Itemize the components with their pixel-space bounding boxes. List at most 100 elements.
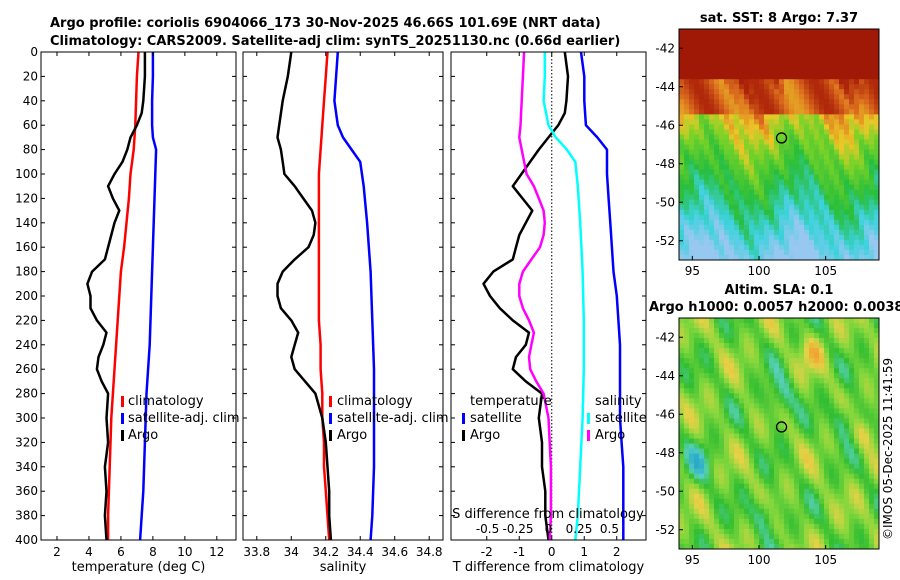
map-cell (754, 493, 760, 500)
map-cell (744, 54, 750, 60)
map-cell (769, 224, 775, 231)
map-cell (714, 333, 720, 339)
map-cell (869, 74, 875, 80)
map-cell (789, 59, 795, 65)
map-cell (874, 413, 879, 420)
y-tick-label: 200 (15, 289, 38, 303)
map-cell (799, 498, 805, 505)
map-cell (694, 438, 700, 445)
legend-argo-label: Argo (337, 428, 367, 443)
map-cell (744, 139, 750, 146)
map-cell (804, 363, 810, 369)
map-cell (864, 368, 870, 374)
map-cell (739, 503, 745, 510)
map-cell (749, 74, 755, 80)
map-cell (689, 378, 695, 384)
map-cell (749, 533, 755, 540)
map-cell (694, 84, 700, 90)
map-cell (749, 473, 755, 480)
map-cell (834, 114, 840, 120)
map-cell (749, 353, 755, 359)
map-cell (709, 124, 715, 131)
map-cell (799, 393, 805, 399)
map-cell (784, 184, 790, 191)
map-cell (759, 139, 765, 146)
map-cell (779, 134, 785, 141)
map-cell (799, 493, 805, 500)
map-cell (784, 139, 790, 146)
map-cell (809, 154, 815, 161)
map-cell (749, 224, 755, 231)
map-cell (814, 89, 820, 95)
legend-argo-label: Argo (128, 428, 158, 443)
map-cell (704, 249, 710, 256)
map-cell (724, 393, 730, 399)
map-cell (859, 74, 865, 80)
map-cell (874, 59, 879, 65)
map-cell (799, 423, 805, 430)
map-cell (844, 543, 850, 549)
map-cell (789, 229, 795, 236)
y-tick-label: -44 (655, 80, 675, 94)
map-cell (734, 528, 740, 535)
map-cell (844, 149, 850, 156)
map-cell (684, 159, 690, 166)
map-cell (749, 249, 755, 256)
map-cell (839, 164, 845, 171)
map-cell (709, 478, 715, 485)
map-cell (844, 538, 850, 545)
map-cell (839, 139, 845, 146)
map-cell (839, 383, 845, 389)
map-cell (764, 139, 770, 146)
map-cell (749, 34, 755, 40)
map-cell (774, 478, 780, 485)
map-cell (714, 164, 720, 171)
map-cell (739, 184, 745, 191)
map-cell (729, 89, 735, 95)
series-line-salinity-satellite (542, 52, 586, 540)
map-cell (699, 328, 705, 334)
map-cell (734, 124, 740, 131)
map-cell (854, 194, 860, 201)
map-cell (734, 84, 740, 90)
map-cell (789, 94, 795, 100)
map-cell (704, 473, 710, 480)
map-cell (864, 423, 870, 430)
map-cell (694, 353, 700, 359)
map-cell (744, 488, 750, 495)
map-cell (839, 169, 845, 176)
map-cell (679, 348, 685, 354)
map-cell (824, 328, 830, 334)
map-cell (784, 468, 790, 475)
map-cell (679, 538, 685, 545)
map-cell (829, 204, 835, 211)
map-cell (789, 239, 795, 246)
series-line-argo (276, 52, 333, 540)
map-cell (744, 164, 750, 171)
map-cell (734, 144, 740, 151)
map-cell (819, 443, 825, 450)
map-cell (799, 239, 805, 246)
map-cell (734, 234, 740, 241)
map-cell (739, 378, 745, 384)
map-cell (739, 199, 745, 206)
map-cell (819, 468, 825, 475)
map-cell (819, 109, 825, 115)
map-cell (784, 353, 790, 359)
map-cell (854, 413, 860, 420)
map-cell (729, 244, 735, 251)
map-cell (809, 523, 815, 530)
map-cell (829, 408, 835, 415)
map-cell (694, 453, 700, 460)
map-cell (849, 473, 855, 480)
map-cell (874, 179, 879, 186)
map-cell (709, 543, 715, 549)
map-cell (854, 219, 860, 226)
map-cell (819, 169, 825, 176)
map-cell (769, 468, 775, 475)
map-cell (759, 239, 765, 246)
map-cell (694, 538, 700, 545)
map-cell (744, 338, 750, 344)
map-cell (679, 333, 685, 339)
map-cell (699, 378, 705, 384)
